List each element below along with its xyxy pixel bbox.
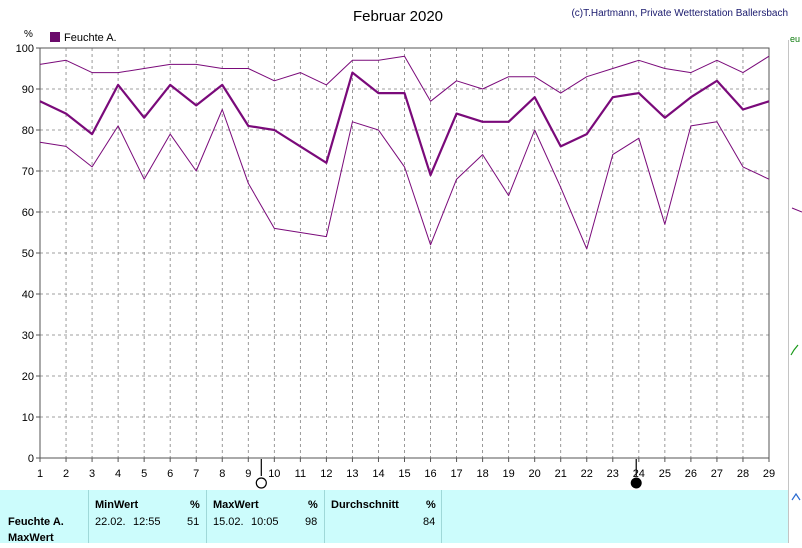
x-tick-label: 2 xyxy=(63,468,69,480)
series-lines xyxy=(39,55,770,250)
max-unit: % xyxy=(308,499,318,511)
stats-row-labels: Feuchte A. MaxWert xyxy=(0,490,88,544)
y-unit-label: % xyxy=(24,29,33,40)
min-time: 12:55 xyxy=(133,516,161,528)
avg-value: 84 xyxy=(423,516,436,528)
x-tick-label: 19 xyxy=(503,468,515,480)
y-tick-label: 30 xyxy=(22,330,34,342)
x-tick-label: 13 xyxy=(346,468,358,480)
series-line-max xyxy=(39,55,770,102)
x-tick-label: 10 xyxy=(268,468,280,480)
x-tick-label: 29 xyxy=(763,468,775,480)
y-tick-label: 40 xyxy=(22,289,34,301)
statistics-panel: Feuchte A. MaxWert MinWert % 22.02. 12:5… xyxy=(0,490,788,544)
legend-label: Feuchte A. xyxy=(64,32,117,44)
x-axis-ticks: 1 2 3 4 5 6 7 8 9 10 11 12 13 14 15 16 17 18 19 20 21 22 23 24 2… xyxy=(37,458,775,480)
x-tick-label: 28 xyxy=(737,468,749,480)
y-tick-label: 0 xyxy=(28,453,34,465)
y-tick-label: 20 xyxy=(22,371,34,383)
x-tick-label: 15 xyxy=(398,468,410,480)
max-date: 15.02. xyxy=(213,516,244,528)
grid xyxy=(40,48,769,458)
legend-swatch xyxy=(50,32,60,42)
x-tick-label: 11 xyxy=(295,468,306,480)
x-tick-label: 5 xyxy=(141,468,147,480)
x-tick-label: 6 xyxy=(167,468,173,480)
x-tick-label: 25 xyxy=(659,468,671,480)
chart-title: Februar 2020 xyxy=(353,8,443,25)
max-time: 10:05 xyxy=(251,516,279,528)
y-tick-label: 100 xyxy=(16,43,34,55)
y-tick-label: 10 xyxy=(22,412,34,424)
y-tick-label: 50 xyxy=(22,248,34,260)
max-value: 98 xyxy=(305,516,318,528)
full-moon-icon xyxy=(255,477,267,489)
y-axis-ticks: 0 10 20 30 40 50 60 70 80 90 100 xyxy=(16,43,40,465)
adjacent-chart-fragment: eu xyxy=(787,34,802,543)
max-value-block: MaxWert % 15.02. 10:05 98 xyxy=(206,490,324,543)
series-line-min xyxy=(39,109,770,250)
x-tick-label: 20 xyxy=(529,468,541,480)
x-tick-label: 26 xyxy=(685,468,697,480)
stats-row-label-2: MaxWert xyxy=(8,532,54,544)
x-tick-label: 18 xyxy=(476,468,488,480)
avg-header: Durchschnitt xyxy=(331,499,399,511)
moon-markers xyxy=(255,459,642,489)
stats-row-label: Feuchte A. xyxy=(8,516,64,528)
x-tick-label: 23 xyxy=(607,468,619,480)
min-value: 51 xyxy=(187,516,200,528)
adjacent-chart-edge: eu xyxy=(787,0,802,543)
x-tick-label: 7 xyxy=(193,468,199,480)
x-tick-label: 8 xyxy=(219,468,225,480)
svg-text:eu: eu xyxy=(790,34,800,44)
series-line-mean xyxy=(39,71,770,177)
x-tick-label: 12 xyxy=(320,468,332,480)
legend: Feuchte A. xyxy=(50,32,117,44)
x-tick-label: 16 xyxy=(424,468,436,480)
avg-unit: % xyxy=(426,499,436,511)
x-tick-label: 4 xyxy=(115,468,121,480)
x-tick-label: 27 xyxy=(711,468,723,480)
x-tick-label: 14 xyxy=(372,468,384,480)
x-tick-label: 17 xyxy=(450,468,462,480)
y-tick-label: 70 xyxy=(22,166,34,178)
y-tick-label: 60 xyxy=(22,207,34,219)
x-tick-label: 21 xyxy=(555,468,567,480)
x-tick-label: 1 xyxy=(37,468,43,480)
x-tick-label: 3 xyxy=(89,468,95,480)
max-header: MaxWert xyxy=(213,499,259,511)
copyright-text: (c)T.Hartmann, Private Wetterstation Bal… xyxy=(571,8,788,19)
y-tick-label: 80 xyxy=(22,125,34,137)
x-tick-label: 9 xyxy=(245,468,251,480)
average-block: Durchschnitt % 84 xyxy=(324,490,442,543)
y-tick-label: 90 xyxy=(22,84,34,96)
new-moon-icon xyxy=(630,477,642,489)
min-date: 22.02. xyxy=(95,516,126,528)
humidity-chart: Februar 2020 (c)T.Hartmann, Private Wett… xyxy=(16,8,788,489)
min-unit: % xyxy=(190,499,200,511)
min-header: MinWert xyxy=(95,499,139,511)
min-value-block: MinWert % 22.02. 12:55 51 xyxy=(88,490,206,543)
x-tick-label: 22 xyxy=(581,468,593,480)
